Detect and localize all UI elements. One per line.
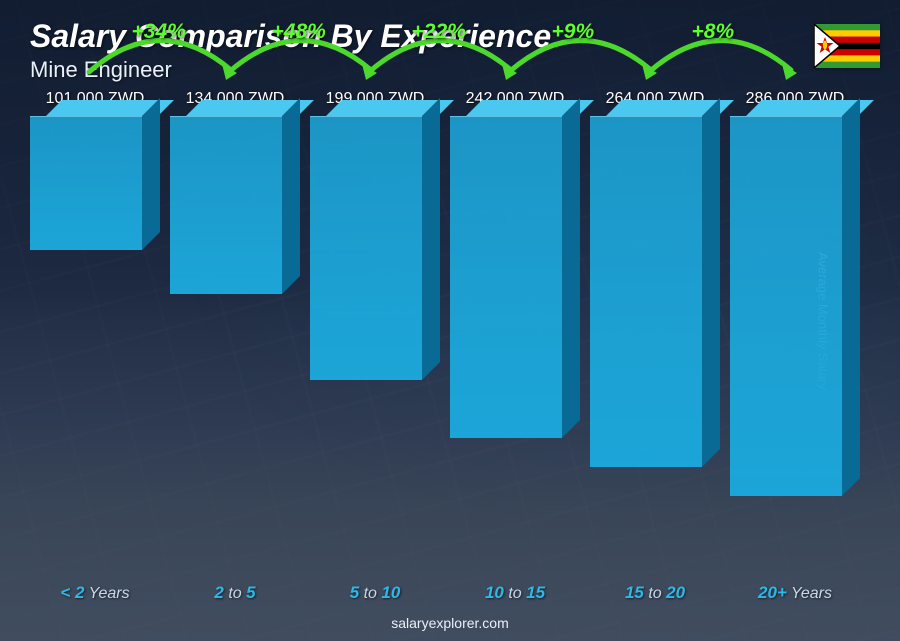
increment-badge: +9% [552, 20, 595, 44]
bar [170, 116, 300, 294]
increment-badge: +34% [132, 20, 186, 44]
bar-column: 242,000 ZWD [450, 90, 580, 571]
bar [450, 116, 580, 438]
x-axis-tick: 2 to 5 [170, 583, 300, 603]
zimbabwe-flag-icon [814, 24, 880, 68]
bar [590, 116, 720, 467]
increment-badge: +48% [272, 20, 326, 44]
bar-column: 134,000 ZWD [170, 90, 300, 571]
x-axis-tick: < 2 Years [30, 583, 160, 603]
x-axis: < 2 Years 2 to 5 5 to 10 10 to 15 15 to 20 20… [30, 583, 860, 603]
bar-column: 101,000 ZWD [30, 90, 160, 571]
page-subtitle: Mine Engineer [30, 57, 551, 83]
x-axis-tick: 15 to 20 [590, 583, 720, 603]
x-axis-tick: 10 to 15 [450, 583, 580, 603]
increment-badge: +8% [692, 20, 735, 44]
x-axis-tick: 5 to 10 [310, 583, 440, 603]
bar-column: 199,000 ZWD [310, 90, 440, 571]
bar [730, 116, 860, 496]
x-axis-tick: 20+ Years [730, 583, 860, 603]
bar [30, 116, 160, 250]
bar-column: 286,000 ZWD [730, 90, 860, 571]
footer-attribution: salaryexplorer.com [0, 615, 900, 631]
bar-column: 264,000 ZWD [590, 90, 720, 571]
increment-badge: +22% [412, 20, 466, 44]
salary-bar-chart: 101,000 ZWD134,000 ZWD199,000 ZWD242,000… [30, 90, 860, 571]
bar [310, 116, 440, 380]
